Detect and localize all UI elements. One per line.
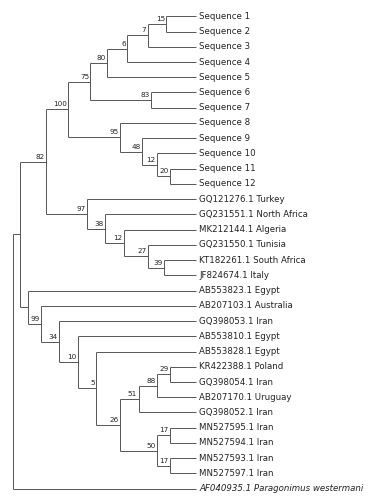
Text: MN527595.1 Iran: MN527595.1 Iran <box>199 423 273 432</box>
Text: KT182261.1 South Africa: KT182261.1 South Africa <box>199 256 306 264</box>
Text: 6: 6 <box>121 40 126 46</box>
Text: Sequence 10: Sequence 10 <box>199 149 256 158</box>
Text: 20: 20 <box>159 168 169 174</box>
Text: MN527593.1 Iran: MN527593.1 Iran <box>199 454 273 462</box>
Text: Sequence 6: Sequence 6 <box>199 88 250 97</box>
Text: 29: 29 <box>159 366 169 372</box>
Text: AB207170.1 Uruguay: AB207170.1 Uruguay <box>199 392 291 402</box>
Text: 99: 99 <box>30 316 39 322</box>
Text: MN527594.1 Iran: MN527594.1 Iran <box>199 438 273 448</box>
Text: 50: 50 <box>146 442 156 448</box>
Text: 5: 5 <box>90 380 95 386</box>
Text: AF040935.1 Paragonimus westermani: AF040935.1 Paragonimus westermani <box>199 484 363 493</box>
Text: Sequence 3: Sequence 3 <box>199 42 250 51</box>
Text: 38: 38 <box>95 220 104 226</box>
Text: Sequence 4: Sequence 4 <box>199 58 250 66</box>
Text: 27: 27 <box>137 248 146 254</box>
Text: MK212144.1 Algeria: MK212144.1 Algeria <box>199 225 286 234</box>
Text: 80: 80 <box>97 55 106 61</box>
Text: Sequence 9: Sequence 9 <box>199 134 250 142</box>
Text: AB207103.1 Australia: AB207103.1 Australia <box>199 302 293 310</box>
Text: Sequence 7: Sequence 7 <box>199 103 250 112</box>
Text: Sequence 1: Sequence 1 <box>199 12 250 21</box>
Text: GQ398052.1 Iran: GQ398052.1 Iran <box>199 408 273 417</box>
Text: JF824674.1 Italy: JF824674.1 Italy <box>199 271 269 280</box>
Text: AB553810.1 Egypt: AB553810.1 Egypt <box>199 332 280 341</box>
Text: 12: 12 <box>113 235 123 241</box>
Text: 15: 15 <box>156 16 165 22</box>
Text: KR422388.1 Poland: KR422388.1 Poland <box>199 362 283 372</box>
Text: Sequence 5: Sequence 5 <box>199 73 250 82</box>
Text: 97: 97 <box>76 206 86 212</box>
Text: AB553828.1 Egypt: AB553828.1 Egypt <box>199 347 280 356</box>
Text: 100: 100 <box>53 102 67 107</box>
Text: 39: 39 <box>154 260 163 266</box>
Text: GQ121276.1 Turkey: GQ121276.1 Turkey <box>199 194 285 203</box>
Text: 95: 95 <box>109 130 119 136</box>
Text: 10: 10 <box>67 354 76 360</box>
Text: 34: 34 <box>49 334 58 340</box>
Text: 7: 7 <box>142 28 146 34</box>
Text: 82: 82 <box>36 154 45 160</box>
Text: Sequence 11: Sequence 11 <box>199 164 256 173</box>
Text: Sequence 12: Sequence 12 <box>199 180 256 188</box>
Text: 51: 51 <box>128 391 137 397</box>
Text: 26: 26 <box>109 417 119 423</box>
Text: 75: 75 <box>80 74 89 80</box>
Text: GQ231551.1 North Africa: GQ231551.1 North Africa <box>199 210 308 219</box>
Text: AB553823.1 Egypt: AB553823.1 Egypt <box>199 286 280 295</box>
Text: 83: 83 <box>141 92 150 98</box>
Text: Sequence 8: Sequence 8 <box>199 118 250 128</box>
Text: 17: 17 <box>159 458 169 464</box>
Text: GQ398053.1 Iran: GQ398053.1 Iran <box>199 316 273 326</box>
Text: Sequence 2: Sequence 2 <box>199 27 250 36</box>
Text: 12: 12 <box>146 157 156 163</box>
Text: MN527597.1 Iran: MN527597.1 Iran <box>199 469 273 478</box>
Text: GQ231550.1 Tunisia: GQ231550.1 Tunisia <box>199 240 286 250</box>
Text: 48: 48 <box>132 144 141 150</box>
Text: 88: 88 <box>146 378 156 384</box>
Text: GQ398054.1 Iran: GQ398054.1 Iran <box>199 378 273 386</box>
Text: 17: 17 <box>159 428 169 434</box>
